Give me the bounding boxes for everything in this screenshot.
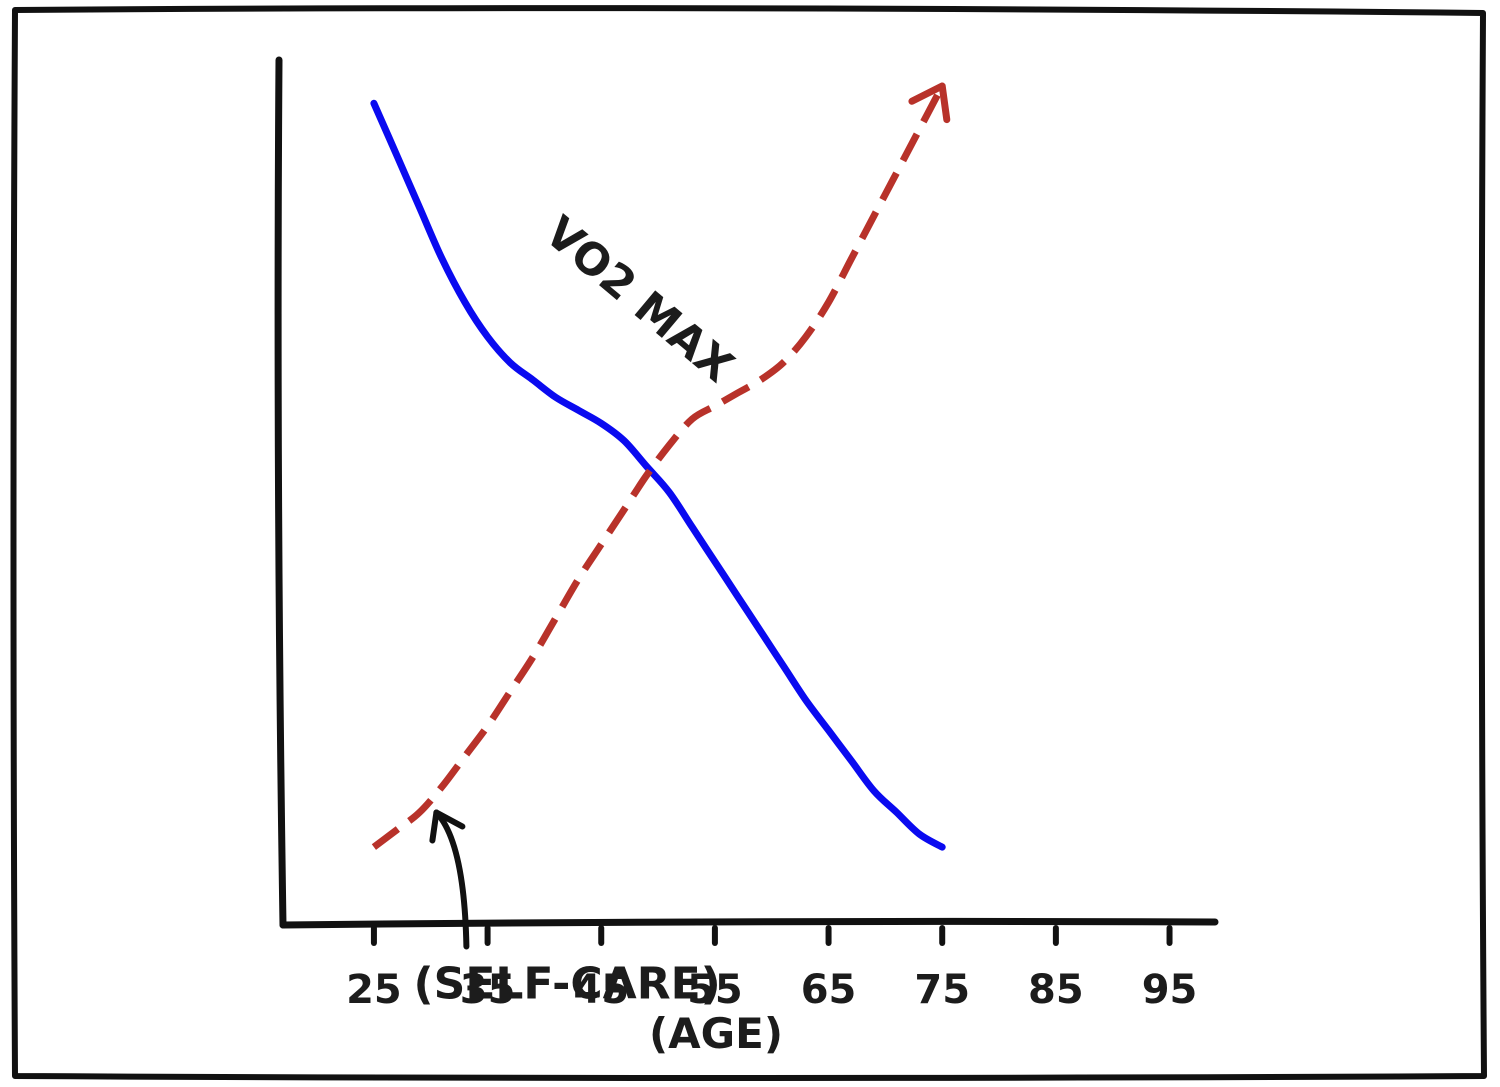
x-tick-label-65: 65 — [801, 967, 857, 1013]
series-arrowhead-self-care — [908, 82, 951, 124]
x-axis-line — [279, 917, 1219, 929]
x-tick-labels: 25 35 45 55 65 75 85 95 — [346, 967, 1197, 1013]
x-tick-label-45: 45 — [573, 967, 629, 1013]
series-line-vo2-max — [370, 99, 946, 851]
x-tick-label-55: 55 — [687, 967, 743, 1013]
annotation-arrowhead-self-care — [429, 809, 466, 844]
x-tick-label-25: 25 — [346, 967, 402, 1013]
annotation-layer: VO2 MAX (SELF-CARE) — [414, 207, 743, 1010]
x-ticks — [370, 925, 1173, 946]
x-tick-label-35: 35 — [460, 967, 516, 1013]
annotation-arrow-self-care — [433, 809, 470, 950]
x-tick-label-95: 95 — [1142, 967, 1198, 1013]
annotation-self-care: (SELF-CARE) — [414, 959, 721, 1010]
outer-frame — [10, 5, 1487, 1081]
y-axis-line — [274, 56, 287, 929]
x-axis-title: (AGE) — [649, 1009, 783, 1058]
annotation-vo2-max: VO2 MAX — [535, 207, 743, 393]
x-tick-label-85: 85 — [1028, 967, 1084, 1013]
series-layer — [370, 82, 951, 851]
x-tick-label-75: 75 — [914, 967, 970, 1013]
series-line-self-care — [371, 84, 946, 850]
